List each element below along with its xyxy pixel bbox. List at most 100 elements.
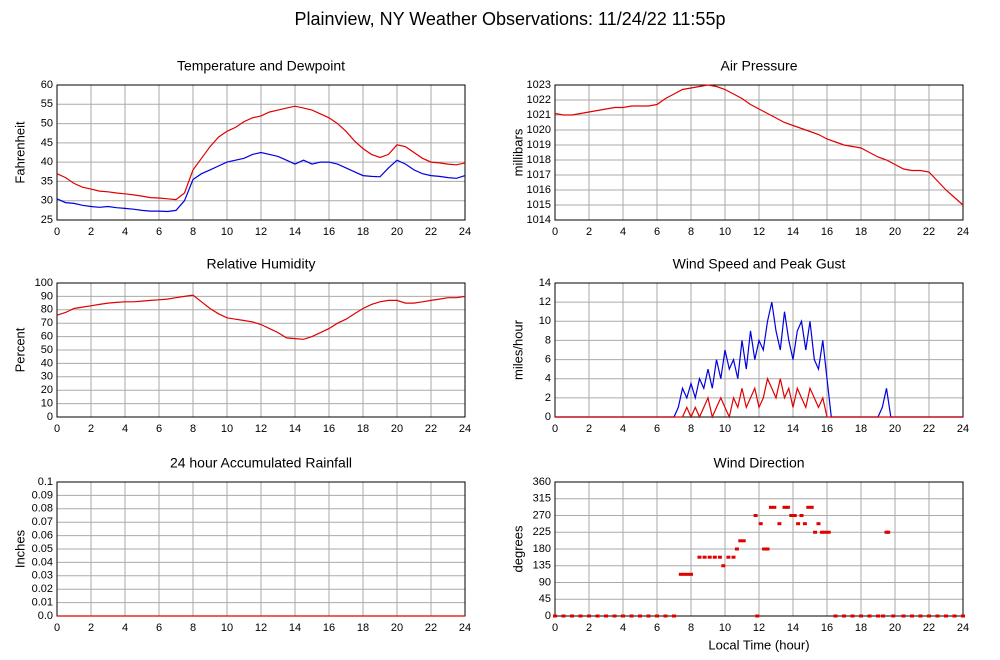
y-tick-label: 55 — [41, 98, 53, 110]
data-point — [901, 614, 906, 618]
x-tick-label: 10 — [221, 226, 233, 238]
x-tick-label: 0 — [54, 622, 60, 634]
y-tick-label: 225 — [533, 526, 551, 538]
y-tick-label: 45 — [539, 593, 551, 605]
y-tick-label: 0 — [47, 411, 53, 423]
y-tick-label: 135 — [533, 560, 551, 572]
data-point — [850, 614, 855, 618]
y-tick-label: 40 — [41, 156, 53, 168]
y-tick-label: 30 — [41, 195, 53, 207]
x-tick-label: 24 — [459, 423, 471, 435]
y-tick-label: 50 — [41, 117, 53, 129]
data-point — [731, 555, 736, 559]
data-point — [842, 614, 846, 618]
x-tick-label: 18 — [855, 423, 867, 435]
x-tick-label: 12 — [753, 423, 765, 435]
x-tick-label: 14 — [787, 423, 799, 435]
data-point — [796, 522, 801, 526]
y-tick-label: 1023 — [527, 79, 551, 91]
data-point — [726, 555, 731, 559]
x-tick-label: 2 — [586, 226, 592, 238]
data-point — [823, 530, 828, 534]
data-point — [646, 614, 651, 618]
data-point — [867, 614, 872, 618]
x-tick-label: 10 — [221, 622, 233, 634]
x-tick-label: 22 — [425, 226, 437, 238]
y-tick-label: 0.04 — [32, 556, 53, 568]
y-tick-label: 1018 — [527, 154, 551, 166]
x-tick-label: 4 — [620, 226, 626, 238]
data-point — [799, 514, 804, 517]
x-tick-label: 0 — [552, 423, 558, 435]
x-tick-label: 22 — [923, 226, 935, 238]
x-tick-label: 22 — [425, 622, 437, 634]
y-tick-label: 12 — [539, 296, 551, 308]
data-point — [961, 614, 965, 618]
y-tick-label: 360 — [533, 476, 551, 488]
y-tick-label: 25 — [41, 214, 53, 226]
x-tick-label: 18 — [357, 226, 369, 238]
y-tick-label: 80 — [41, 304, 53, 316]
data-point — [819, 530, 824, 534]
x-tick-label: 20 — [889, 423, 901, 435]
data-line — [555, 301, 963, 418]
data-point — [612, 614, 617, 618]
y-tick-label: 0.05 — [32, 543, 53, 555]
x-tick-label: 14 — [289, 423, 301, 435]
x-tick-label: 16 — [821, 226, 833, 238]
plot-frame — [56, 84, 466, 221]
y-tick-label: 0.09 — [32, 489, 53, 501]
chart-title: Air Pressure — [720, 58, 797, 74]
y-tick-label: 0 — [545, 610, 551, 622]
y-tick-label: 1022 — [527, 94, 551, 106]
data-point — [682, 572, 687, 576]
x-tick-label: 2 — [586, 622, 592, 634]
y-tick-label: 270 — [533, 509, 551, 521]
y-tick-label: 14 — [539, 277, 551, 289]
data-point — [792, 514, 797, 517]
data-point — [833, 614, 838, 618]
y-tick-label: 0.03 — [32, 570, 53, 582]
x-tick-label: 6 — [156, 423, 162, 435]
y-axis-label: Inches — [12, 529, 27, 568]
data-line — [555, 376, 963, 419]
y-axis-label: Fahrenheit — [12, 121, 27, 184]
x-tick-label: 12 — [753, 622, 765, 634]
data-point — [891, 614, 896, 618]
y-tick-label: 0.06 — [32, 530, 53, 542]
x-tick-label: 6 — [654, 226, 660, 238]
data-point — [561, 614, 566, 618]
data-point — [789, 514, 794, 517]
x-tick-label: 22 — [425, 423, 437, 435]
x-tick-label: 14 — [289, 622, 301, 634]
x-tick-label: 4 — [620, 622, 626, 634]
x-tick-label: 8 — [190, 423, 196, 435]
x-tick-label: 0 — [54, 423, 60, 435]
y-tick-label: 45 — [41, 137, 53, 149]
y-tick-label: 0.0 — [38, 610, 53, 622]
data-point — [813, 530, 818, 534]
data-point — [806, 505, 811, 509]
x-tick-label: 20 — [391, 622, 403, 634]
data-point — [910, 614, 914, 618]
x-tick-label: 4 — [620, 423, 626, 435]
data-point — [952, 614, 957, 618]
data-point — [762, 547, 767, 551]
y-tick-label: 30 — [41, 371, 53, 383]
x-tick-label: 6 — [654, 622, 660, 634]
x-tick-label: 22 — [923, 423, 935, 435]
data-point — [772, 505, 777, 509]
data-point — [802, 522, 807, 526]
main-title: Plainview, NY Weather Observations: 11/2… — [295, 9, 726, 29]
data-line — [554, 84, 964, 206]
x-tick-label: 10 — [719, 622, 731, 634]
x-tick-label: 4 — [122, 226, 128, 238]
y-tick-label: 10 — [539, 315, 551, 327]
x-tick-label: 8 — [688, 622, 694, 634]
data-point — [918, 614, 923, 618]
x-tick-label: 20 — [889, 622, 901, 634]
data-point — [755, 614, 760, 618]
y-axis-label: millibars — [510, 128, 525, 176]
data-point — [777, 522, 782, 526]
y-tick-label: 6 — [545, 353, 551, 365]
